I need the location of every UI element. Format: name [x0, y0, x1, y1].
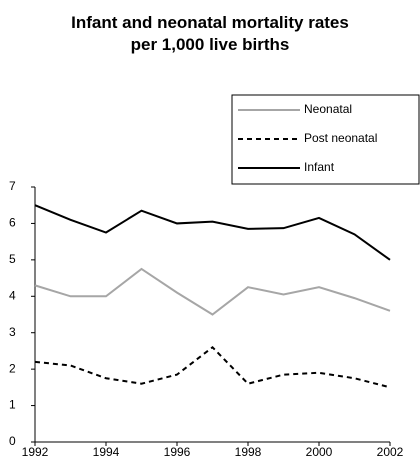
legend-label: Infant: [304, 160, 335, 174]
y-tick-label: 4: [9, 288, 16, 302]
legend-label: Neonatal: [304, 102, 352, 116]
x-tick-label: 2002: [377, 445, 404, 456]
x-tick-label: 1996: [164, 445, 191, 456]
series-line: [34, 267, 391, 316]
y-tick-label: 1: [9, 398, 16, 412]
x-tick-label: 2000: [306, 445, 333, 456]
series-line: [34, 345, 391, 389]
y-tick-label: 6: [9, 216, 16, 230]
y-tick-label: 2: [9, 361, 16, 375]
y-tick-label: 3: [9, 325, 16, 339]
x-tick-label: 1992: [22, 445, 49, 456]
series-line: [34, 204, 391, 261]
y-tick-label: 7: [9, 179, 16, 193]
y-tick-label: 0: [9, 434, 16, 448]
x-tick-label: 1994: [93, 445, 120, 456]
chart-title: Infant and neonatal mortality rates per …: [71, 13, 349, 54]
y-tick-label: 5: [9, 252, 16, 266]
legend-label: Post neonatal: [304, 131, 377, 145]
x-tick-label: 1998: [235, 445, 262, 456]
